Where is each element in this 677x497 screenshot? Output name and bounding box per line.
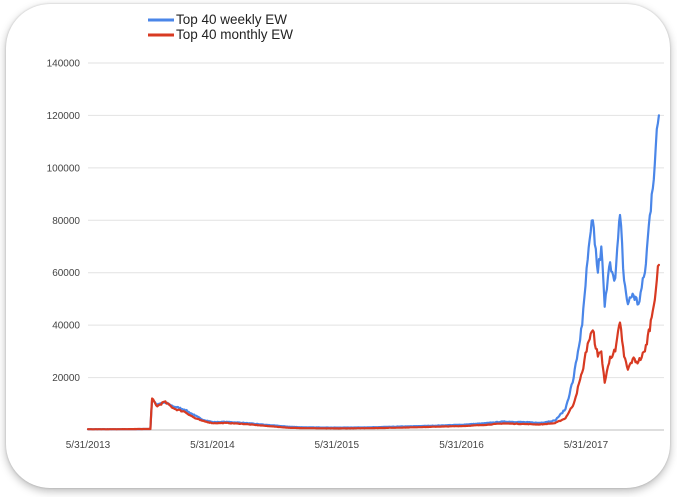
x-axis-tick-labels: 5/31/2013 5/31/2014 5/31/2015 5/31/2016 5/31… xyxy=(66,440,609,451)
y-axis-tick-labels: 20000 40000 60000 80000 100000 120000 140000 xyxy=(47,59,81,385)
y-tick-label: 100000 xyxy=(47,163,81,174)
y-tick-label: 80000 xyxy=(52,216,80,227)
series-line xyxy=(86,263,660,431)
legend-label: Top 40 weekly EW xyxy=(176,12,287,27)
x-tick-label: 5/31/2015 xyxy=(315,440,360,451)
y-tick-label: 40000 xyxy=(52,321,80,332)
y-tick-label: 20000 xyxy=(52,373,80,384)
grid-lines xyxy=(88,62,664,431)
chart-card xyxy=(6,4,670,488)
series-lines xyxy=(86,114,660,431)
legend-label: Top 40 monthly EW xyxy=(176,27,293,42)
x-tick-label: 5/31/2014 xyxy=(190,440,235,451)
x-tick-label: 5/31/2013 xyxy=(66,440,111,451)
x-tick-label: 5/31/2016 xyxy=(439,440,484,451)
y-tick-label: 120000 xyxy=(47,111,81,122)
y-tick-label: 140000 xyxy=(47,59,81,70)
y-tick-label: 60000 xyxy=(52,268,80,279)
x-tick-label: 5/31/2017 xyxy=(564,440,609,451)
